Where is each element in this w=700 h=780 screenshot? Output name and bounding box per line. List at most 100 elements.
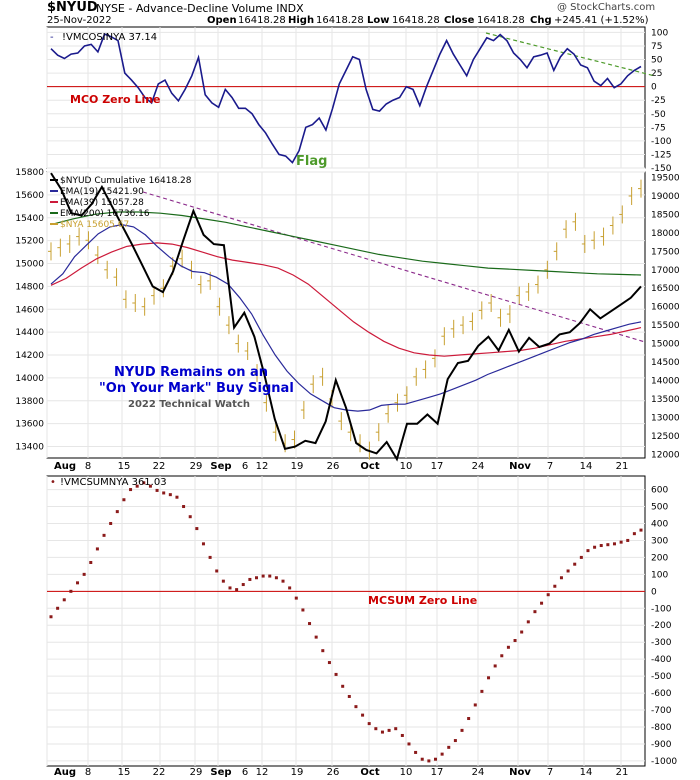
mcsum-dot: [301, 608, 305, 612]
mcsum-dot: [274, 576, 278, 580]
mcsum-dot: [56, 606, 60, 610]
mcsum-dot: [367, 722, 371, 726]
mcsum-ytick-label: 300: [651, 536, 668, 546]
mcsum-dot: [407, 742, 411, 746]
mcsum-ytick-label: -100: [651, 604, 672, 614]
symbol-title: $NYUD: [47, 0, 98, 15]
watch-label: 2022 Technical Watch: [127, 399, 251, 410]
ema200-line: [50, 211, 642, 276]
nyud-legend-entry: EMA(200) 16736.16: [60, 209, 150, 219]
mcsum-dot: [460, 728, 464, 732]
chg-value: +245.41 (+1.52%): [554, 15, 649, 26]
nyud-legend-entry: $NYUD Cumulative 16418.28: [60, 176, 192, 186]
mcsum-dot: [188, 515, 192, 519]
mcsum-dot: [288, 586, 292, 590]
mcsum-dot: [440, 752, 444, 756]
xaxis-label: 8: [85, 767, 91, 778]
mcsum-ytick-label: -600: [651, 689, 672, 699]
mcsum-dot: [82, 572, 86, 576]
mco-ytick-label: 0: [651, 83, 657, 93]
mcsum-dot: [513, 639, 517, 643]
mcsum-dot: [354, 705, 358, 709]
xaxis-label: 17: [431, 767, 444, 778]
mcsum-dot: [506, 645, 510, 649]
mcsum-dot: [135, 484, 139, 488]
mco-ytick-label: 50: [651, 56, 663, 66]
mcsum-ytick-label: 200: [651, 553, 668, 563]
mcsum-dot: [619, 540, 623, 544]
mcsum-ytick-label: -700: [651, 706, 672, 716]
mcsum-dot: [235, 588, 239, 592]
mcsum-dot: [327, 661, 331, 665]
pane-frame-1: [46, 26, 646, 169]
mcsum-dot: [228, 586, 232, 590]
mcsum-dot: [500, 654, 504, 658]
mcsum-dot: [586, 549, 590, 553]
xaxis-label: 14: [580, 461, 593, 472]
nya-right-tick-label: 18000: [651, 229, 680, 239]
nyud-cumulative-line: [50, 172, 642, 462]
xaxis-label: 24: [472, 461, 485, 472]
mcsum-ytick-label: -900: [651, 740, 672, 750]
mcsum-legend-marker: •: [50, 477, 56, 488]
mcsum-dot: [155, 488, 159, 492]
low-value: 16418.28: [392, 15, 440, 26]
mcsum-dot: [182, 505, 186, 509]
mcsum-ytick-label: -500: [651, 672, 672, 682]
mcsum-dot: [579, 555, 583, 559]
xaxis-label: 12: [256, 461, 269, 472]
mcsum-dot: [168, 493, 172, 497]
mcsum-dot: [546, 593, 550, 597]
xaxis-label: Sep: [210, 461, 231, 472]
mcsum-ytick-label: -400: [651, 655, 672, 665]
close-label: Close: [444, 15, 475, 26]
mcsum-dot: [453, 739, 457, 743]
mcsum-dot: [49, 615, 53, 619]
mco-ytick-label: -50: [651, 110, 666, 120]
mcsum-dot: [268, 574, 272, 578]
xaxis-label: 17: [431, 461, 444, 472]
mcsum-dot: [208, 555, 212, 559]
mco-trendline: [485, 32, 656, 77]
xaxis-label: Oct: [360, 461, 379, 472]
nya-right-tick-label: 15000: [651, 340, 680, 350]
mcsum-dot: [95, 547, 99, 551]
mco-ytick-label: -25: [651, 96, 666, 106]
nyud-left-tick-label: 13400: [15, 443, 44, 453]
mcsum-dot: [215, 569, 219, 573]
xaxis-label: 8: [85, 461, 91, 472]
nya-right-tick-label: 14500: [651, 358, 680, 368]
copyright: @ StockCharts.com: [557, 2, 656, 13]
mcsum-dot: [308, 622, 312, 626]
mcsum-dot: [201, 542, 205, 546]
xaxis-label: 19: [291, 767, 304, 778]
mcsum-dot: [175, 495, 179, 499]
mcsum-dot: [142, 481, 146, 485]
mcsum-dot: [129, 488, 133, 492]
mcsum-dot: [599, 544, 603, 548]
mcsum-dot: [526, 620, 530, 624]
pane-frame-3: [46, 475, 646, 767]
mcsum-dot: [467, 717, 471, 721]
mcsum-dot: [89, 560, 93, 564]
mcsum-dot: [540, 601, 544, 605]
nyud-trendline: [142, 191, 646, 343]
mcsum-dot: [427, 759, 431, 763]
mcsum-dot: [487, 676, 491, 680]
mcsum-dot: [559, 576, 563, 580]
nya-right-tick-label: 15500: [651, 321, 680, 331]
open-value: 16418.28: [238, 15, 286, 26]
mco-ytick-label: -100: [651, 137, 672, 147]
mcsum-dot: [195, 527, 199, 531]
flag-label: Flag: [296, 154, 328, 169]
xaxis-label: 15: [118, 767, 131, 778]
mcsum-dot: [314, 635, 318, 639]
nya-right-tick-label: 12000: [651, 450, 680, 460]
mcsum-dot: [520, 630, 524, 634]
nya-right-tick-label: 16000: [651, 303, 680, 313]
mcsum-dot: [447, 745, 451, 749]
xaxis-label: 12: [256, 767, 269, 778]
nya-right-tick-label: 18500: [651, 210, 680, 220]
nyud-legend-entry: EMA(19) 15421.90: [60, 187, 144, 197]
